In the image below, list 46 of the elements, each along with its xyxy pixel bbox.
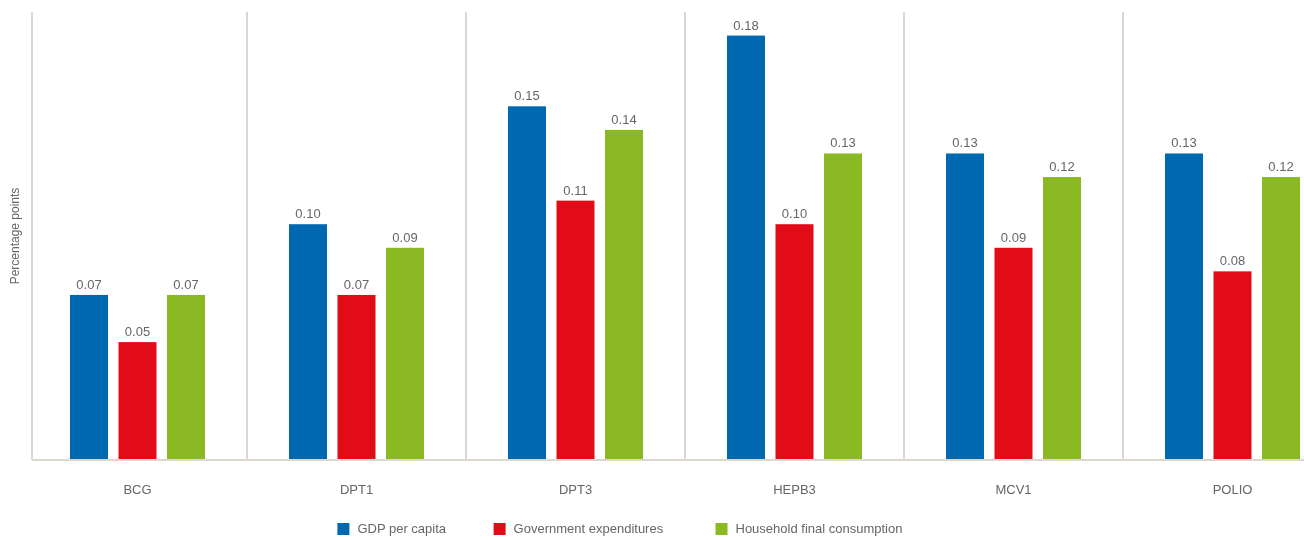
data-label: 0.09 [392,229,418,245]
bar [167,294,205,460]
data-label: 0.09 [1000,229,1027,245]
data-label: 0.07 [76,276,102,292]
bar [118,342,157,460]
legend-label: GDP per capita [357,521,447,536]
legend-label: Government expenditures [513,521,664,536]
data-label: 0.14 [611,111,637,127]
legend-label: Household final consumption [735,521,903,536]
data-label: 0.08 [1219,253,1246,269]
data-label: 0.18 [733,17,759,33]
data-label: 0.05 [124,324,151,340]
bar [946,153,984,460]
x-tick-label: HEPB3 [773,482,816,497]
bar [824,153,862,460]
data-label: 0.11 [563,182,588,198]
y-axis-title: Percentage points [8,187,22,285]
data-label: 0.13 [830,135,856,151]
x-tick-label: DPT1 [339,482,374,497]
bar [1165,153,1203,460]
data-label: 0.15 [514,88,540,104]
bar [775,224,814,460]
data-label: 0.07 [173,276,199,292]
data-label: 0.10 [781,206,808,222]
data-label: 0.12 [1049,159,1075,175]
bar [727,35,765,460]
bar [994,247,1033,460]
bar [70,294,108,460]
data-label: 0.13 [1171,135,1197,151]
bar [508,106,546,460]
bar [337,294,376,460]
data-label: 0.07 [343,276,370,292]
bar [386,247,424,460]
bar [1043,177,1081,460]
bar [289,224,327,460]
data-label: 0.12 [1268,159,1294,175]
bar [556,200,595,460]
x-tick-label: MCV1 [995,482,1032,497]
bar [1262,177,1300,460]
bar [605,129,643,460]
data-label: 0.13 [952,135,978,151]
data-label: 0.10 [295,206,321,222]
x-tick-label: DPT3 [558,482,593,497]
x-tick-label: POLIO [1212,482,1253,497]
bar [1213,271,1252,460]
x-tick-label: BCG [123,482,152,497]
